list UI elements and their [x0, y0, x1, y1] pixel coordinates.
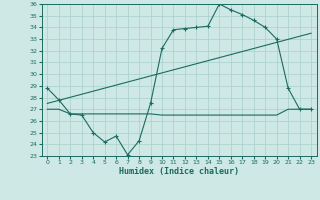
X-axis label: Humidex (Indice chaleur): Humidex (Indice chaleur) — [119, 167, 239, 176]
